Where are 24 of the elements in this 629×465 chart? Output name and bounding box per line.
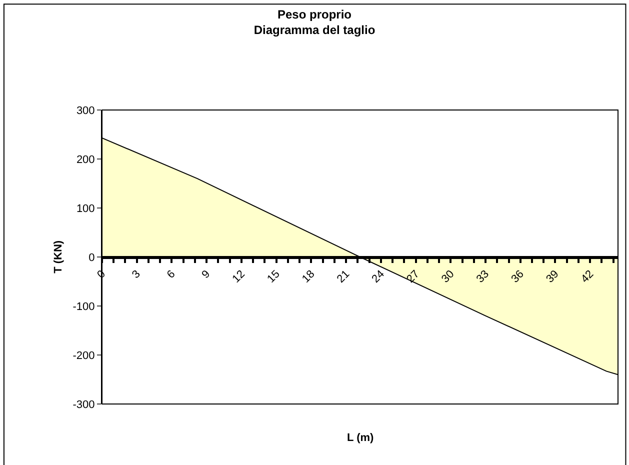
y-tick-label: 300 — [76, 104, 95, 117]
x-tick-label: 24 — [370, 268, 387, 286]
x-tick-label: 42 — [578, 268, 596, 286]
x-tick-label: 9 — [200, 268, 213, 282]
x-tick-label: 30 — [440, 268, 457, 286]
x-tick-label: 18 — [300, 268, 318, 286]
y-tick-label: 200 — [76, 154, 95, 166]
y-tick-label: 0 — [88, 252, 95, 264]
y-tick-label: -200 — [72, 350, 95, 362]
x-tick-label: 6 — [164, 268, 178, 282]
y-axis-title: T (KN) — [52, 240, 64, 274]
x-tick-label: 3 — [130, 268, 143, 282]
y-tick-label: 100 — [76, 202, 95, 215]
x-tick-label: 33 — [474, 268, 492, 286]
x-tick-label: 39 — [544, 268, 562, 286]
y-tick-label: -100 — [72, 300, 95, 313]
x-tick-label: 36 — [509, 268, 526, 286]
chart-title: Peso proprio Diagramma del taglio — [254, 8, 376, 38]
x-tick-label: 12 — [230, 268, 248, 286]
x-tick-label: 27 — [404, 268, 422, 286]
x-tick-label: 21 — [334, 268, 352, 286]
x-axis-title: L (m) — [347, 432, 374, 444]
y-tick-label: -300 — [72, 398, 95, 411]
x-tick-label: 15 — [265, 268, 282, 286]
